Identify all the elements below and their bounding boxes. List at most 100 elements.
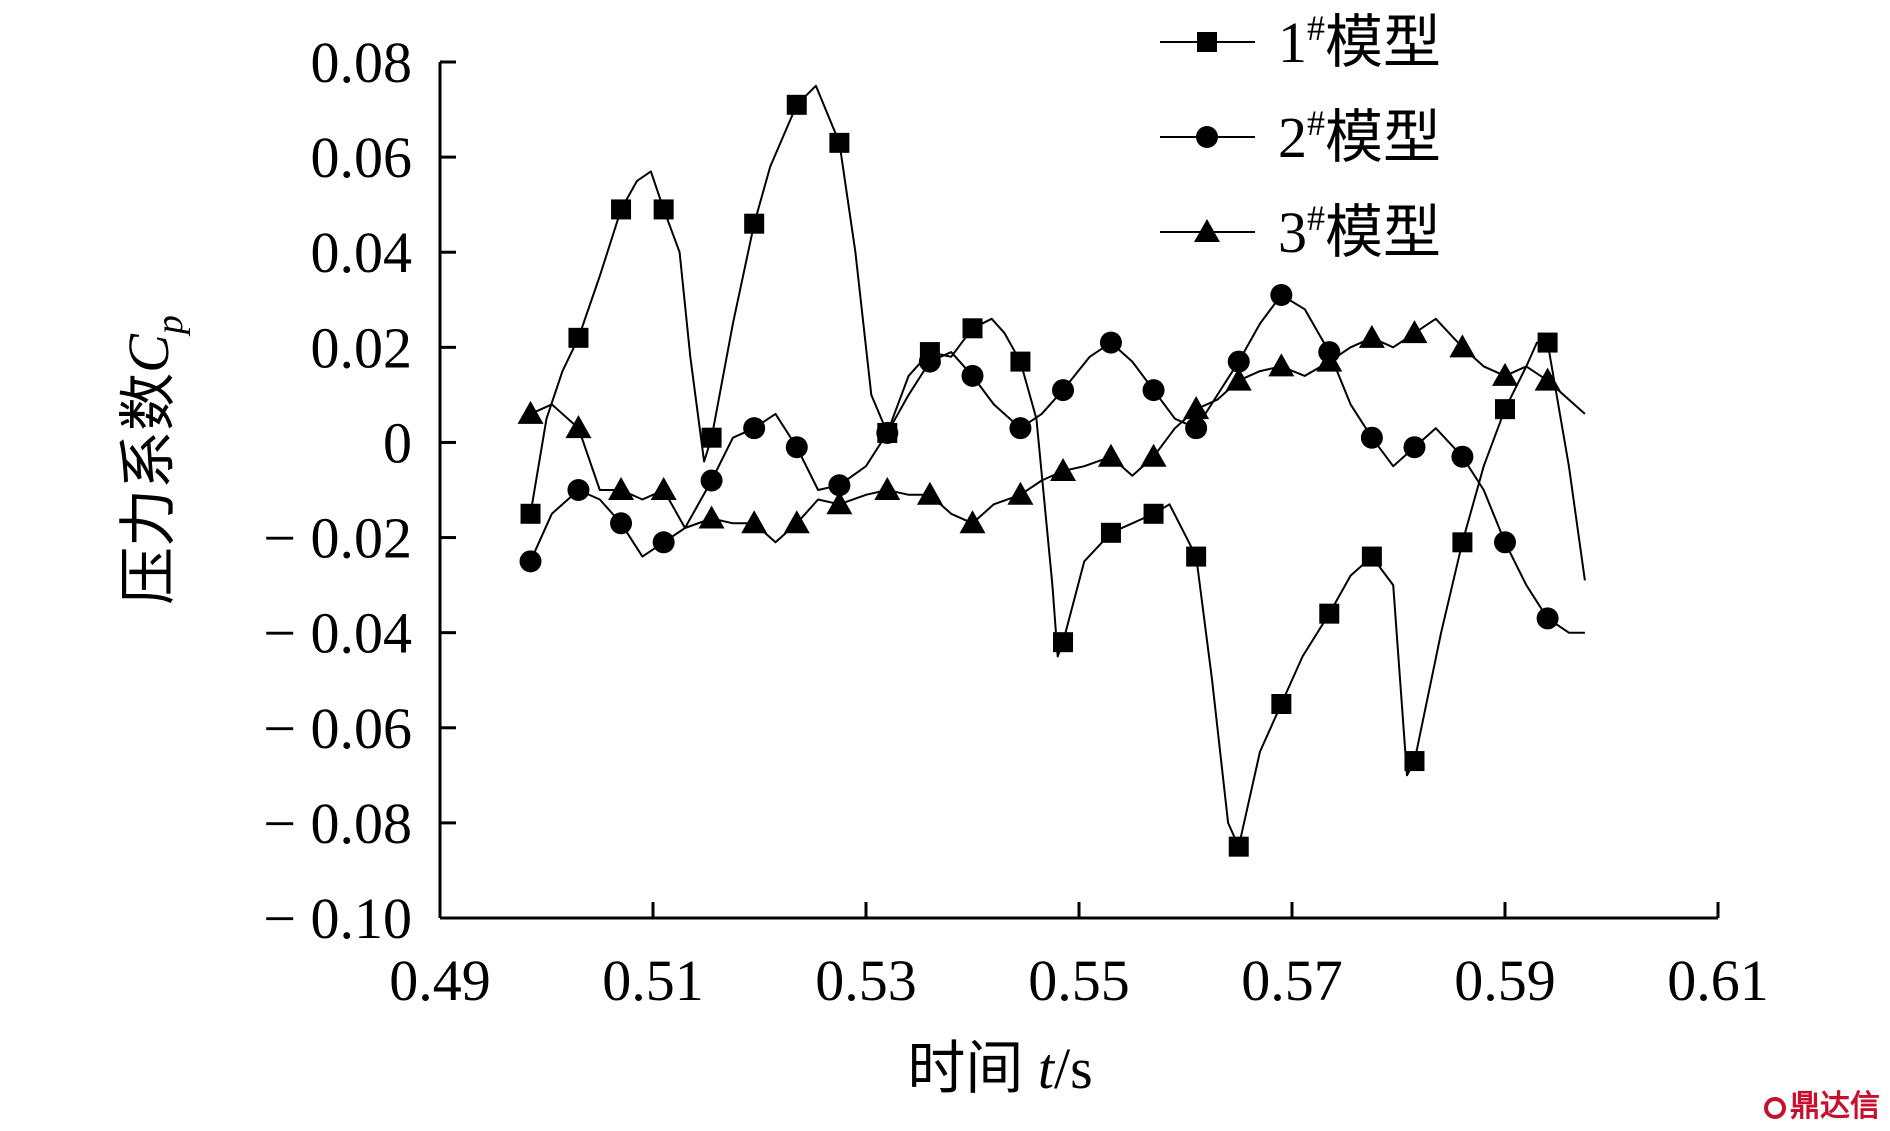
data-point-1 (568, 327, 589, 348)
data-point-1 (520, 503, 541, 524)
tick-labels: 0.08 0.06 0.04 0.02 0 − 0.02 − 0.04 − 0.06 − 0.0… (263, 30, 1768, 1013)
data-point-3 (1183, 396, 1210, 420)
data-point-3 (826, 491, 853, 515)
data-point-2 (785, 436, 808, 459)
y-tick-label: 0.04 (311, 220, 413, 285)
data-point-2 (1099, 331, 1122, 354)
data-point-1 (1452, 532, 1473, 553)
data-point-3 (1050, 457, 1077, 481)
data-point-2 (700, 469, 723, 492)
data-point-1 (653, 199, 674, 220)
data-point-2 (610, 512, 633, 535)
x-tick-label: 0.61 (1667, 948, 1769, 1013)
data-point-2 (1270, 284, 1293, 307)
data-point-2 (1403, 436, 1426, 459)
data-point-1 (1100, 522, 1121, 543)
legend-marker (1194, 219, 1220, 242)
data-point-3 (959, 510, 986, 534)
x-tick-label: 0.59 (1454, 948, 1556, 1013)
data-point-1 (1495, 399, 1515, 420)
x-axis-title: 时间 t/s (907, 1036, 1092, 1101)
data-point-1 (1537, 332, 1558, 353)
series-line-1 (529, 84, 1586, 848)
data-point-2 (1142, 379, 1165, 402)
data-point-2 (1360, 426, 1383, 449)
data-point-1 (1404, 751, 1425, 772)
watermark-text: 鼎达信 (1790, 1089, 1880, 1124)
data-point-3 (874, 477, 901, 500)
x-tick-label: 0.49 (389, 948, 491, 1013)
data-point-3 (1401, 320, 1428, 344)
data-point-2 (652, 531, 675, 554)
legend-label: 3#模型 (1278, 198, 1441, 265)
x-tick-label: 0.55 (1028, 948, 1130, 1013)
data-point-1 (1053, 632, 1074, 653)
data-point-3 (608, 477, 635, 500)
y-tick-label: − 0.08 (263, 791, 412, 856)
data-point-3 (1268, 353, 1295, 377)
x-tick-label: 0.53 (815, 948, 917, 1013)
data-point-2 (1494, 531, 1516, 554)
data-point-1 (1143, 503, 1164, 524)
data-point-1 (1271, 694, 1292, 714)
data-point-3 (783, 510, 810, 534)
data-point-1 (1010, 351, 1031, 372)
data-point-1 (829, 132, 850, 153)
axes (438, 60, 1720, 920)
watermark: 鼎达信 (1764, 1081, 1880, 1125)
data-point-2 (567, 479, 590, 501)
data-point-3 (565, 415, 592, 439)
legend-marker (1197, 32, 1217, 52)
data-point-3 (650, 477, 677, 500)
data-point-2 (918, 350, 941, 373)
legend: 1#模型 2#模型 3#模型 (1160, 8, 1441, 265)
data-point-2 (1227, 350, 1250, 373)
data-point-3 (1097, 443, 1124, 467)
data-point-2 (1451, 445, 1474, 468)
data-point-3 (517, 400, 544, 424)
data-point-1 (962, 318, 983, 339)
x-tick-label: 0.51 (602, 948, 704, 1013)
data-point-3 (1492, 362, 1518, 386)
watermark-logo-icon (1764, 1096, 1786, 1119)
data-point-1 (1361, 546, 1382, 567)
data-point-3 (741, 510, 768, 534)
y-tick-label: 0.08 (311, 30, 413, 95)
y-tick-label: 0 (383, 410, 412, 475)
data-point-1 (744, 213, 765, 234)
data-point-3 (1316, 348, 1343, 372)
y-tick-label: − 0.02 (263, 506, 412, 571)
data-point-3 (698, 505, 725, 529)
series-line-3 (530, 317, 1586, 544)
data-point-2 (1185, 417, 1208, 440)
y-tick-label: − 0.06 (263, 696, 412, 761)
y-tick-label: 0.02 (311, 315, 413, 380)
data-point-1 (786, 94, 807, 115)
y-axis-title: 压力系数Cp (116, 315, 191, 605)
y-tick-label: − 0.04 (263, 601, 412, 666)
series-markers (517, 94, 1561, 857)
data-point-2 (1052, 379, 1075, 402)
data-point-3 (916, 481, 943, 505)
y-tick-label: − 0.10 (263, 886, 412, 951)
data-point-2 (961, 364, 984, 387)
data-point-1 (611, 199, 632, 220)
data-point-3 (1358, 324, 1385, 348)
data-point-3 (1140, 443, 1167, 467)
data-point-2 (519, 550, 542, 573)
data-point-2 (743, 417, 766, 440)
data-point-2 (1536, 607, 1559, 630)
data-point-2 (876, 421, 899, 444)
data-point-2 (828, 474, 851, 497)
x-tick-label: 0.57 (1241, 948, 1343, 1013)
data-point-3 (1449, 334, 1476, 358)
data-point-1 (1186, 546, 1207, 567)
legend-marker (1196, 126, 1218, 148)
legend-label: 2#模型 (1278, 103, 1441, 170)
data-point-2 (1009, 417, 1032, 440)
data-point-1 (1319, 603, 1340, 624)
data-point-1 (701, 427, 722, 448)
data-point-3 (1225, 367, 1252, 391)
y-tick-label: 0.06 (311, 125, 413, 190)
